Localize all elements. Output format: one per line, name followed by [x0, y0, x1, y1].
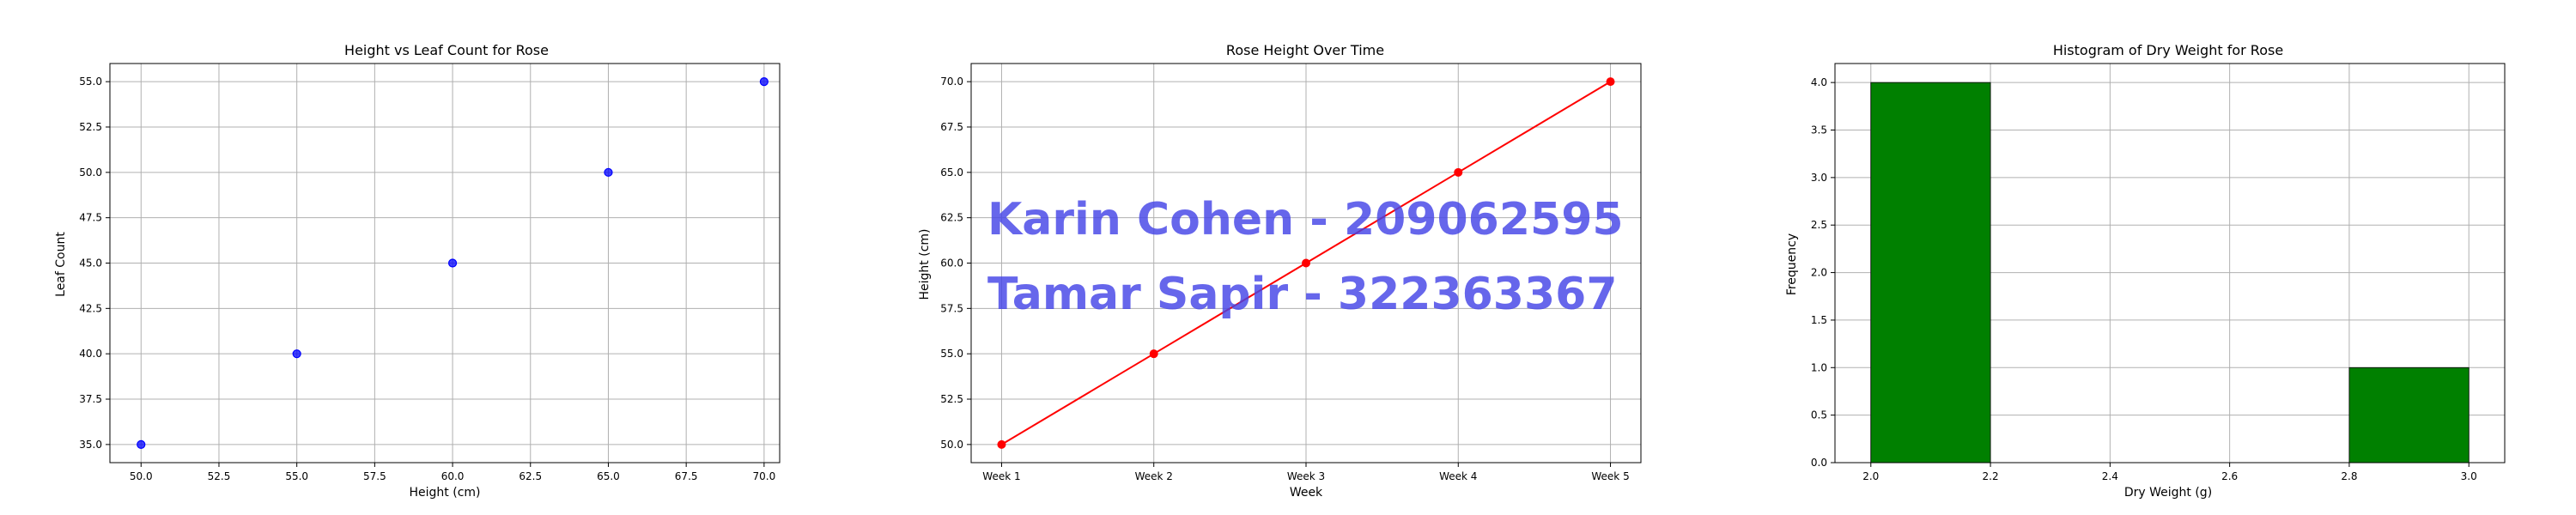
line-point: [997, 439, 1006, 449]
scatter-point: [292, 349, 301, 359]
histogram-x-tick-label: 2.4: [2102, 470, 2118, 482]
histogram-xlabel: Dry Weight (g): [2124, 486, 2212, 500]
scatter-x-tick-label: 70.0: [753, 470, 776, 482]
line-x-tick-label: Week 3: [1287, 470, 1325, 482]
histogram-x-tick-label: 3.0: [2461, 470, 2477, 482]
line-y-tick-label: 50.0: [940, 439, 963, 451]
scatter-y-tick-label: 45.0: [79, 258, 102, 270]
scatter-x-tick-label: 52.5: [208, 470, 231, 482]
line-y-tick-label: 67.5: [940, 121, 963, 133]
histogram-x-tick-label: 2.6: [2221, 470, 2238, 482]
scatter-y-tick-label: 55.0: [79, 76, 102, 88]
line-y-tick-label: 70.0: [940, 76, 963, 88]
scatter-x-tick-label: 57.5: [363, 470, 386, 482]
scatter-x-tick-label: 65.0: [597, 470, 620, 482]
line-y-tick-label: 57.5: [940, 302, 963, 314]
line-y-tick-label: 55.0: [940, 348, 963, 360]
histogram-title: Histogram of Dry Weight for Rose: [2053, 42, 2283, 58]
scatter-x-tick-label: 55.0: [285, 470, 308, 482]
histogram-y-tick-label: 4.0: [1811, 76, 1827, 88]
line-x-tick-label: Week 1: [982, 470, 1020, 482]
histogram-y-tick-label: 3.0: [1811, 172, 1827, 184]
histogram-y-tick-label: 1.5: [1811, 314, 1827, 326]
axes-frame-2: [1834, 63, 2506, 464]
line-x-tick-label: Week 2: [1135, 470, 1173, 482]
line-point: [1606, 77, 1615, 87]
line-title: Rose Height Over Time: [1226, 42, 1384, 58]
histogram-x-tick-label: 2.0: [1862, 470, 1879, 482]
histogram-x-tick-label: 2.2: [1983, 470, 1999, 482]
line-x-tick-label: Week 5: [1591, 470, 1629, 482]
line-y-tick-label: 52.5: [940, 393, 963, 405]
scatter-y-tick-label: 35.0: [79, 439, 102, 451]
scatter-point: [759, 77, 769, 87]
scatter-point: [137, 439, 146, 449]
histogram-y-tick-label: 2.5: [1811, 219, 1827, 231]
line-y-tick-label: 65.0: [940, 167, 963, 179]
histogram-bar: [1870, 82, 1991, 464]
scatter-y-tick-label: 37.5: [79, 393, 102, 405]
line-point: [1302, 258, 1310, 268]
line-x-tick-label: Week 4: [1439, 470, 1477, 482]
scatter-point: [604, 167, 613, 177]
histogram-ylabel: Frequency: [1785, 233, 1799, 295]
scatter-y-tick-label: 42.5: [79, 302, 102, 314]
histogram-panel: Histogram of Dry Weight for Rose Dry Wei…: [1785, 42, 2506, 500]
histogram-y-tick-label: 3.5: [1811, 124, 1827, 136]
scatter-x-tick-label: 50.0: [130, 470, 153, 482]
line-xlabel: Week: [1290, 486, 1323, 500]
watermark-line-2: Tamar Sapir - 322363367: [987, 269, 1618, 320]
line-y-tick-label: 60.0: [940, 258, 963, 270]
scatter-y-tick-label: 50.0: [79, 167, 102, 179]
scatter-panel: Height vs Leaf Count for Rose Height (cm…: [54, 42, 781, 500]
scatter-x-tick-label: 67.5: [675, 470, 698, 482]
scatter-y-tick-label: 52.5: [79, 121, 102, 133]
line-panel: Rose Height Over Time Week Height (cm) W…: [918, 42, 1642, 500]
scatter-y-tick-label: 47.5: [79, 212, 102, 224]
scatter-x-tick-label: 60.0: [441, 470, 465, 482]
axes-frame-1: [970, 63, 1642, 464]
scatter-y-tick-label: 40.0: [79, 348, 102, 360]
histogram-bar: [2348, 367, 2470, 464]
histogram-y-tick-label: 0.5: [1811, 409, 1827, 421]
line-y-tick-label: 62.5: [940, 212, 963, 224]
histogram-x-tick-label: 2.8: [2341, 470, 2357, 482]
axes-frame-0: [109, 63, 781, 464]
histogram-y-tick-label: 1.0: [1811, 361, 1827, 373]
scatter-point: [447, 258, 458, 268]
scatter-ylabel: Leaf Count: [54, 232, 68, 297]
line-point: [1149, 349, 1158, 359]
scatter-title: Height vs Leaf Count for Rose: [344, 42, 549, 58]
scatter-x-tick-label: 62.5: [519, 470, 542, 482]
histogram-y-tick-label: 2.0: [1811, 267, 1827, 279]
line-ylabel: Height (cm): [918, 229, 932, 300]
histogram-y-tick-label: 0.0: [1811, 457, 1827, 469]
line-point: [1454, 167, 1463, 177]
watermark-line-1: Karin Cohen - 209062595: [987, 194, 1624, 245]
scatter-xlabel: Height (cm): [410, 486, 481, 500]
